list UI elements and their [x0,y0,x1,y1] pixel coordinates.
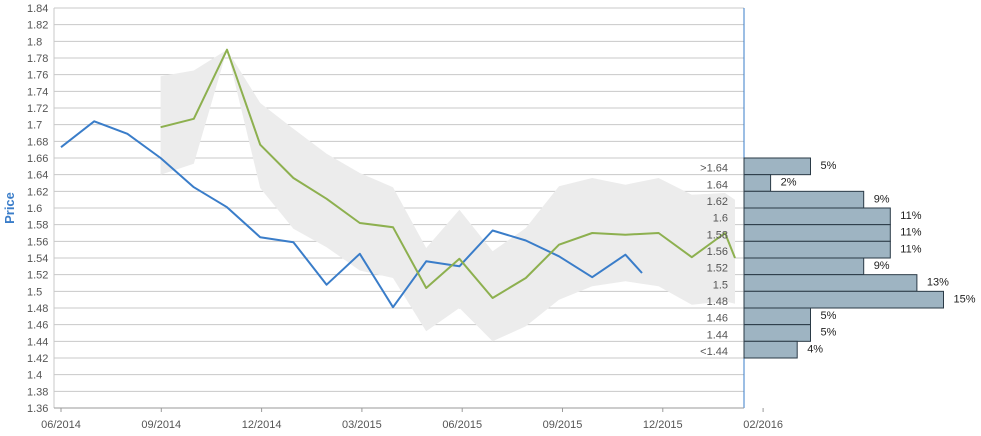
forecast-band-area [160,49,736,342]
y-tick-label: 1.6 [27,203,42,215]
histogram-percent-label: 11% [900,227,921,239]
y-tick-label: 1.82 [27,20,48,32]
y-tick-label: 1.58 [27,220,48,232]
y-tick-label: 1.62 [27,186,48,198]
series-line-historical [60,120,643,309]
histogram-percent-label: 9% [874,260,890,272]
histogram-bar [743,257,865,276]
histogram-percent-label: 5% [821,327,837,339]
y-tick-label: 1.76 [27,70,48,82]
histogram-percent-label: 4% [807,343,823,355]
x-tick-label: 02/2016 [743,419,783,431]
histogram-bar [743,340,798,359]
y-tick-label: 1.48 [27,303,48,315]
y-tick-label: 1.7 [27,120,42,132]
y-tick-label: 1.72 [27,103,48,115]
y-tick-label: 1.38 [27,386,48,398]
x-tick-label: 12/2014 [242,419,282,431]
histogram-bin-label: 1.52 [707,263,728,275]
histogram-percent-label: 15% [954,293,976,305]
histogram-bar [743,240,891,259]
y-tick-label: 1.8 [27,36,42,48]
histogram-bin-label: 1.58 [707,229,728,241]
histogram-bin-label: 1.62 [707,196,728,208]
histogram-percent-label: 2% [781,177,797,189]
histogram-bin-label: >1.64 [700,163,728,175]
histogram-bar [743,174,772,192]
histogram-bin-label: 1.46 [707,313,728,325]
y-tick-label: 1.74 [27,86,48,98]
y-tick-label: 1.78 [27,53,48,65]
x-tick-labels: 06/2014 09/2014 12/2014 03/2015 06/2015 09/20… [41,408,783,431]
price-series [60,48,736,309]
histogram-bar [743,290,944,309]
y-tick-label: 1.44 [27,336,48,348]
y-tick-labels: 1.36 1.38 1.4 1.42 1.44 1.46 1.48 1.5 1.52 1.54 1.… [27,3,48,415]
y-tick-label: 1.54 [27,253,48,265]
histogram-bar [743,274,918,292]
histogram-bar [743,207,891,226]
histogram-bar [743,190,865,209]
histogram-bin-label: 1.64 [707,179,728,191]
histogram-bar [743,307,811,326]
y-tick-label: 1.42 [27,353,48,365]
y-tick-label: 1.46 [27,320,48,332]
y-axis-label: Price [2,192,17,224]
histogram-bin-label: <1.44 [700,346,728,358]
histogram-percent-label: 5% [821,310,837,322]
histogram-percent-label: 9% [874,193,890,205]
x-tick-label: 09/2014 [141,419,181,431]
histogram-percent-label: 5% [821,160,837,172]
histogram-bin-label: 1.48 [707,296,728,308]
y-tick-label: 1.56 [27,236,48,248]
x-tick-label: 03/2015 [342,419,382,431]
histogram-bar [743,157,811,176]
histogram-percent-label: 11% [900,243,921,255]
y-tick-label: 1.64 [27,170,48,182]
y-tick-label: 1.66 [27,153,48,165]
y-tick-label: 1.68 [27,136,48,148]
y-tick-label: 1.5 [27,286,42,298]
histogram-bar [743,324,811,342]
histogram-percent-label: 13% [927,277,949,289]
histogram-bin-label: 1.6 [713,213,728,225]
histogram-bin-label: 1.44 [707,329,728,341]
x-tick-label: 12/2015 [643,419,683,431]
y-tick-label: 1.52 [27,270,48,282]
y-tick-label: 1.36 [27,403,48,415]
x-tick-label: 06/2014 [41,419,81,431]
histogram-bar [743,224,891,242]
forecast-band [160,49,736,342]
histogram-percent-label: 11% [900,210,921,222]
y-tick-label: 1.84 [27,3,48,15]
series-line-forecast [160,48,736,299]
histogram-bin-label: 1.56 [707,246,728,258]
x-tick-label: 09/2015 [543,419,583,431]
histogram-bin-label: 1.5 [713,279,728,291]
price-distribution-histogram: >1.64 5% 1.64 2% 1.62 9% 1.6 11% 1.58 11% 1.56 11% 1… [700,157,976,359]
y-tick-label: 1.4 [27,370,42,382]
x-tick-label: 06/2015 [442,419,482,431]
